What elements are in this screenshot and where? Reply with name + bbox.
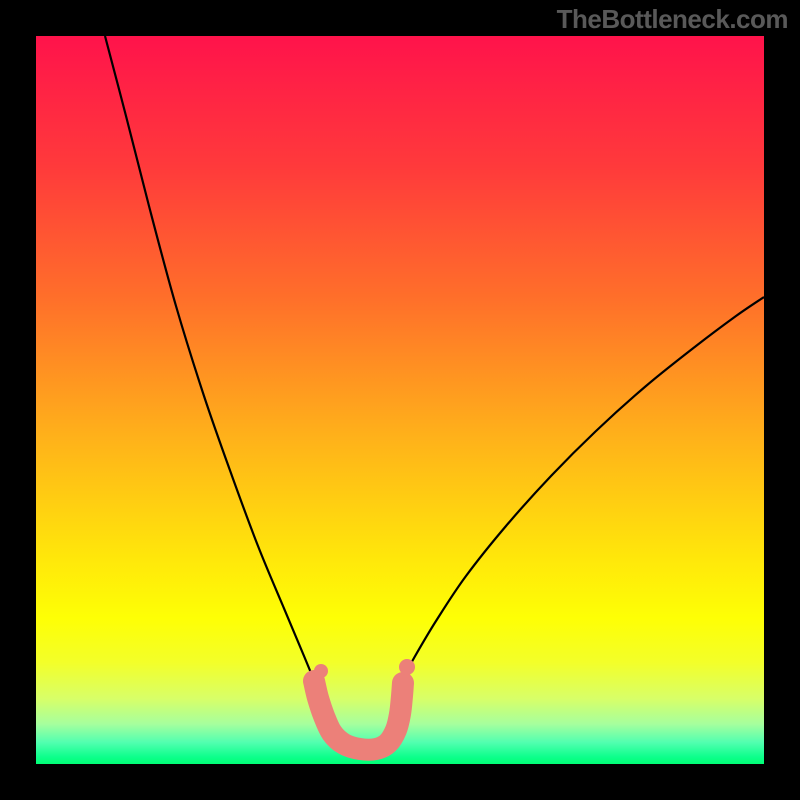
frame-border-bottom [0, 764, 800, 800]
valley-dot-left [314, 664, 328, 678]
bottleneck-plot [36, 36, 764, 764]
frame-border-right [764, 0, 800, 800]
watermark-text: TheBottleneck.com [557, 4, 788, 35]
valley-dot-right [399, 659, 415, 675]
frame-border-left [0, 0, 36, 800]
